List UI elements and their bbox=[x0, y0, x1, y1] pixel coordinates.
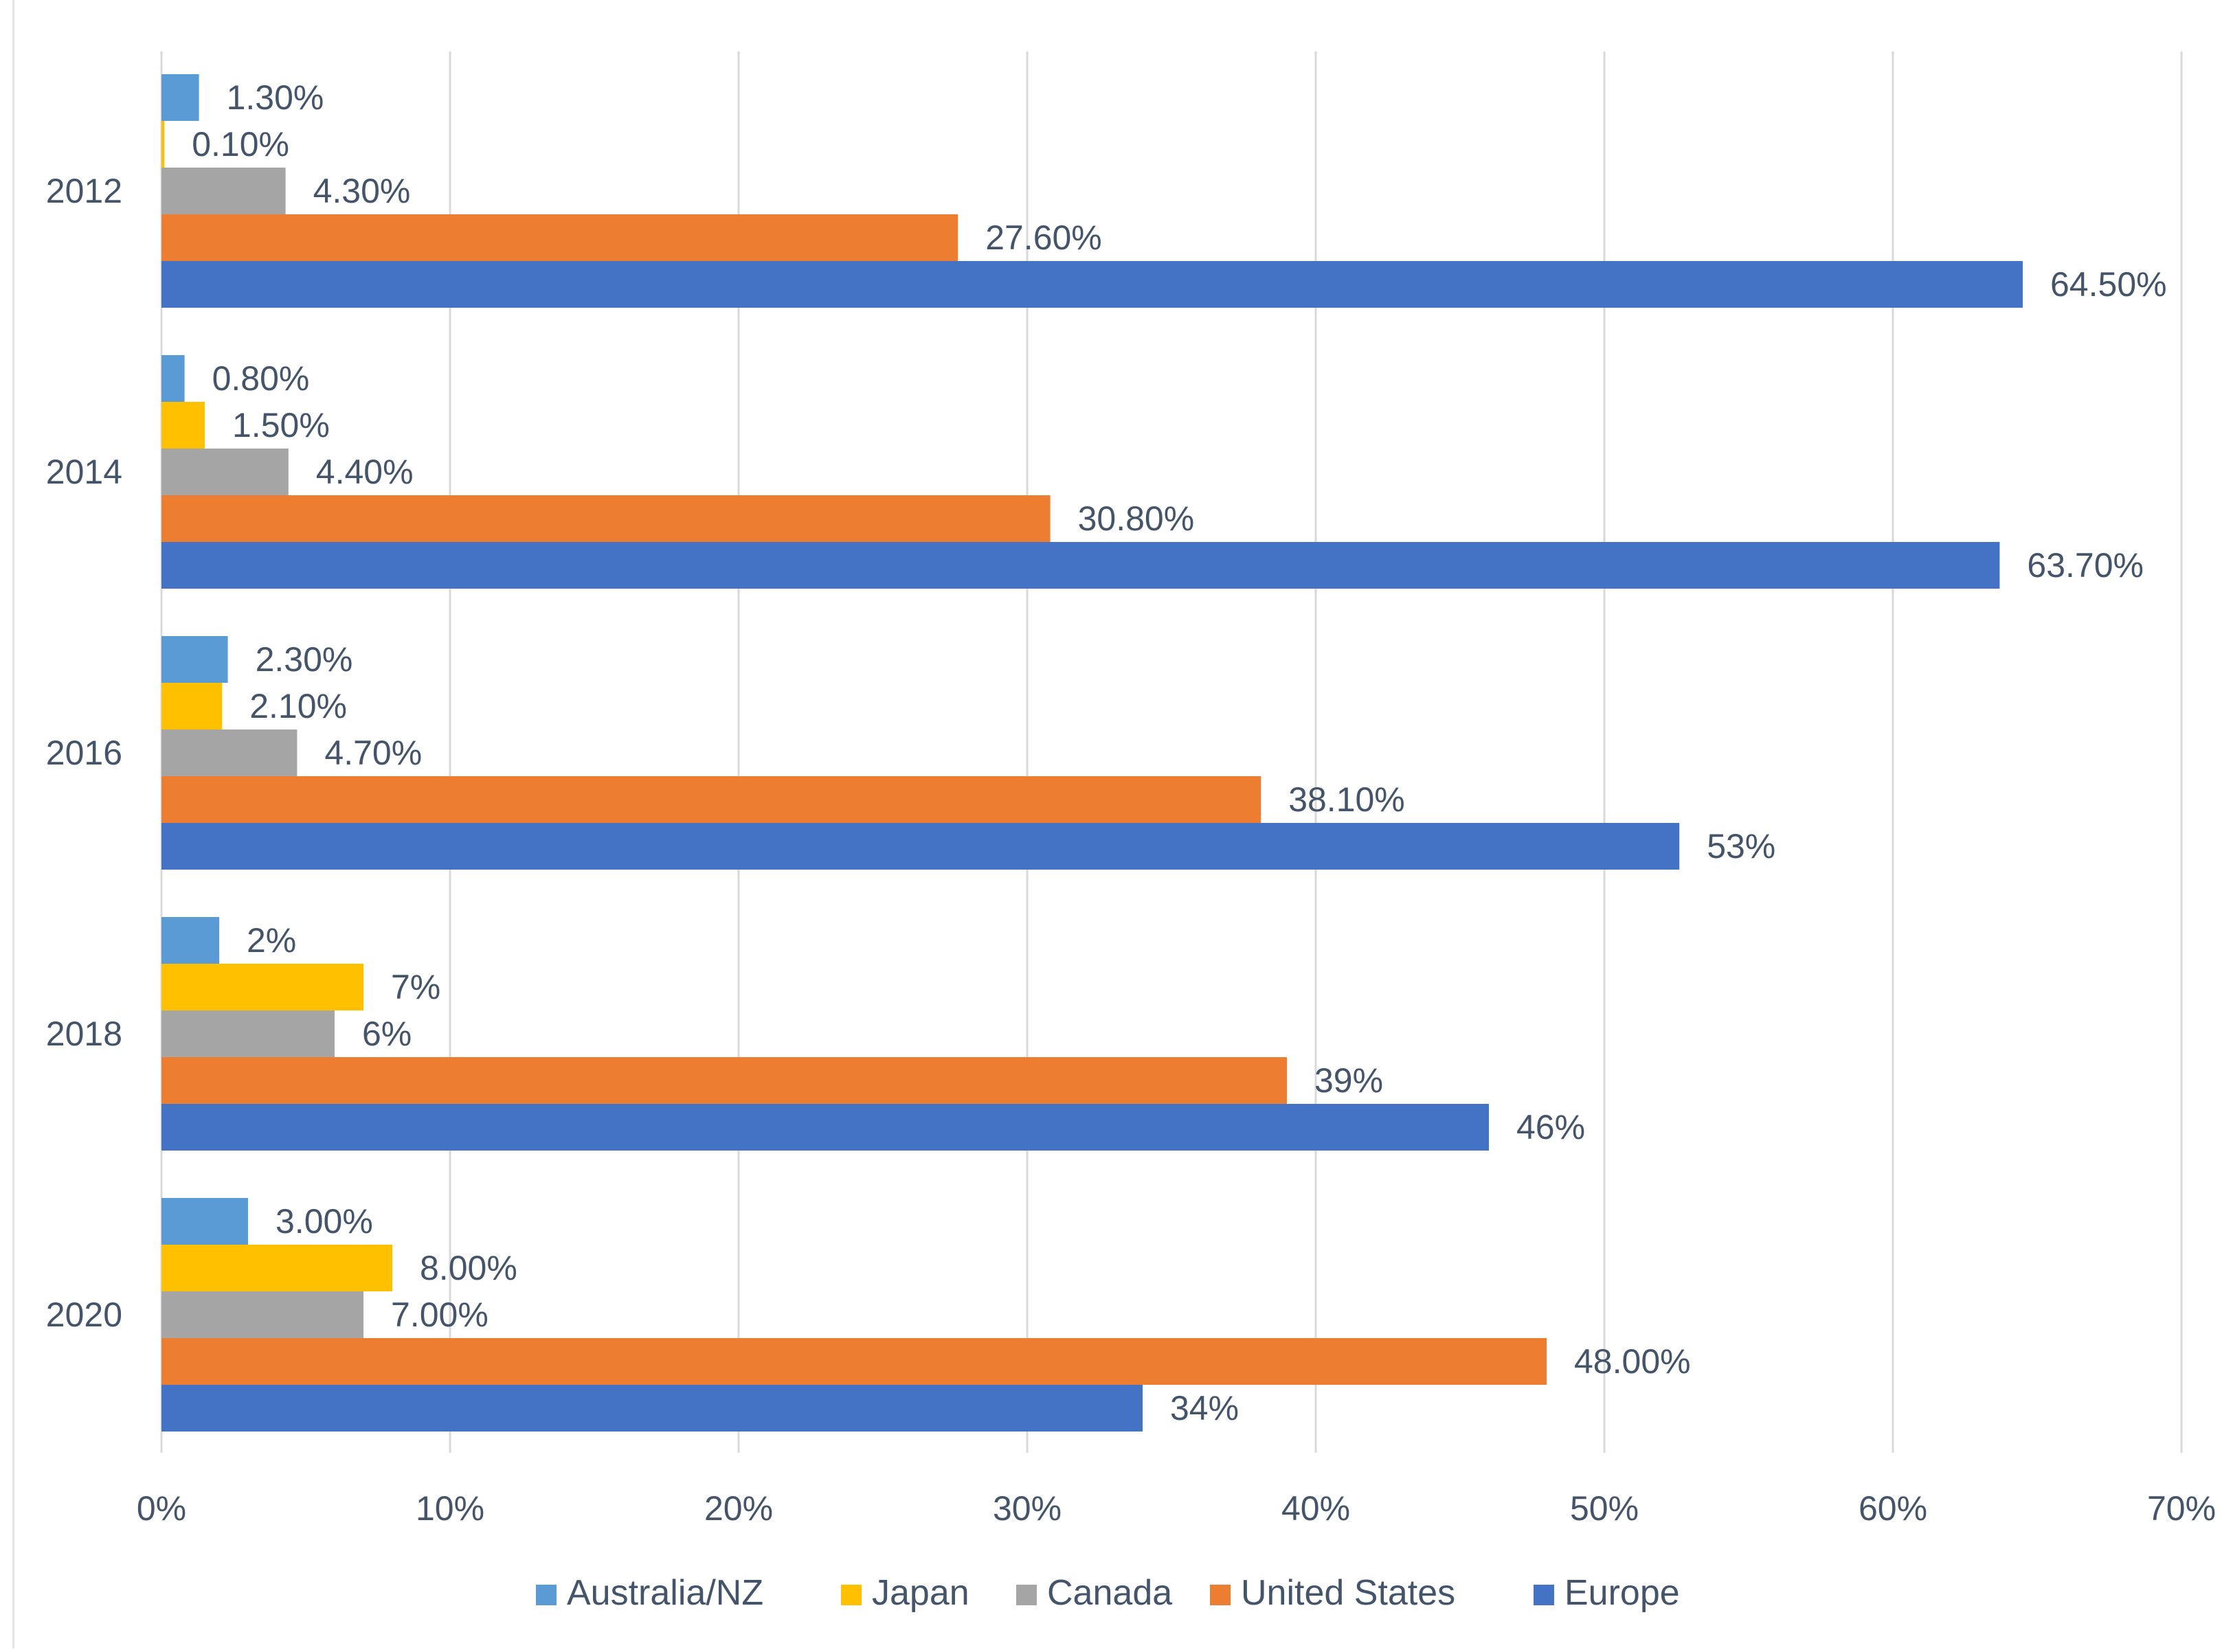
bar[interactable] bbox=[161, 1338, 1547, 1385]
data-label: 53% bbox=[1707, 827, 1775, 865]
legend-item[interactable]: United States bbox=[1210, 1573, 1455, 1613]
data-label: 30.80% bbox=[1078, 499, 1195, 538]
x-tick-label: 30% bbox=[993, 1489, 1062, 1528]
bar[interactable] bbox=[161, 121, 165, 168]
legend-label: Canada bbox=[1047, 1573, 1172, 1613]
data-labels: 1.30% 0.10% 4.30% 27.60% 64.50% 0.80% 1.50% 4.4… bbox=[192, 78, 2166, 1427]
data-label: 63.70% bbox=[2027, 546, 2144, 585]
data-label: 27.60% bbox=[985, 218, 1102, 257]
data-label: 0.10% bbox=[192, 125, 289, 163]
bar[interactable] bbox=[161, 495, 1051, 542]
x-tick-label: 0% bbox=[137, 1489, 186, 1528]
bar[interactable] bbox=[161, 449, 289, 495]
data-label: 8.00% bbox=[420, 1249, 517, 1287]
legend-label: Australia/NZ bbox=[567, 1573, 763, 1613]
x-tick-label: 20% bbox=[704, 1489, 773, 1528]
bar[interactable] bbox=[161, 1291, 363, 1338]
legend-item[interactable]: Canada bbox=[1016, 1573, 1172, 1613]
category-label: 2014 bbox=[46, 453, 122, 491]
data-label: 46% bbox=[1516, 1108, 1585, 1146]
legend-label: Europe bbox=[1564, 1573, 1680, 1613]
data-label: 6% bbox=[362, 1015, 412, 1053]
data-label: 2.30% bbox=[256, 640, 353, 679]
legend[interactable]: Australia/NZ Japan Canada United States Euro… bbox=[536, 1573, 1680, 1613]
legend-swatch bbox=[536, 1585, 557, 1605]
bar[interactable] bbox=[161, 261, 2023, 308]
bars bbox=[161, 74, 2023, 1432]
bar[interactable] bbox=[161, 729, 298, 776]
category-label: 2020 bbox=[46, 1295, 122, 1334]
bar[interactable] bbox=[161, 1245, 392, 1291]
category-axis: 2012 2014 2016 2018 2020 bbox=[46, 172, 122, 1334]
bar[interactable] bbox=[161, 402, 205, 449]
legend-label: Japan bbox=[872, 1573, 969, 1613]
bar[interactable] bbox=[161, 683, 223, 729]
data-label: 4.70% bbox=[324, 734, 422, 772]
data-label: 48.00% bbox=[1574, 1342, 1691, 1381]
bar[interactable] bbox=[161, 542, 2000, 589]
x-tick-label: 70% bbox=[2147, 1489, 2216, 1528]
data-label: 2.10% bbox=[249, 687, 347, 725]
bar[interactable] bbox=[161, 74, 199, 121]
bar[interactable] bbox=[161, 964, 363, 1010]
data-label: 4.40% bbox=[316, 453, 414, 491]
legend-swatch bbox=[1210, 1585, 1231, 1605]
x-tick-label: 40% bbox=[1281, 1489, 1350, 1528]
data-label: 3.00% bbox=[276, 1202, 373, 1241]
data-label: 64.50% bbox=[2050, 265, 2167, 304]
legend-swatch bbox=[1016, 1585, 1037, 1605]
x-tick-label: 10% bbox=[416, 1489, 484, 1528]
value-axis: 0% 10% 20% 30% 40% 50% 60% 70% bbox=[137, 1489, 2216, 1528]
legend-label: United States bbox=[1241, 1573, 1455, 1613]
bar[interactable] bbox=[161, 776, 1261, 823]
data-label: 4.30% bbox=[313, 172, 411, 210]
bar[interactable] bbox=[161, 1198, 248, 1245]
bar[interactable] bbox=[161, 1104, 1489, 1151]
category-label: 2012 bbox=[46, 172, 122, 210]
bar[interactable] bbox=[161, 1057, 1287, 1104]
data-label: 1.30% bbox=[227, 78, 324, 117]
frame-left-border bbox=[12, 0, 14, 1649]
x-tick-label: 60% bbox=[1859, 1489, 1927, 1528]
data-label: 39% bbox=[1314, 1061, 1383, 1100]
data-label: 7% bbox=[391, 968, 440, 1006]
legend-item[interactable]: Europe bbox=[1534, 1573, 1680, 1613]
legend-item[interactable]: Japan bbox=[841, 1573, 969, 1613]
category-label: 2016 bbox=[46, 734, 122, 772]
legend-swatch bbox=[841, 1585, 862, 1605]
bar[interactable] bbox=[161, 823, 1680, 870]
data-label: 34% bbox=[1170, 1389, 1239, 1427]
legend-swatch bbox=[1534, 1585, 1554, 1605]
data-label: 1.50% bbox=[232, 406, 330, 444]
bar[interactable] bbox=[161, 168, 286, 214]
bar[interactable] bbox=[161, 917, 219, 964]
data-label: 38.10% bbox=[1288, 780, 1405, 819]
data-label: 2% bbox=[247, 921, 296, 960]
bar[interactable] bbox=[161, 636, 228, 683]
bar[interactable] bbox=[161, 355, 185, 402]
bar[interactable] bbox=[161, 214, 958, 261]
x-tick-label: 50% bbox=[1570, 1489, 1639, 1528]
data-label: 7.00% bbox=[391, 1295, 489, 1334]
bar[interactable] bbox=[161, 1385, 1143, 1432]
legend-item[interactable]: Australia/NZ bbox=[536, 1573, 763, 1613]
data-label: 0.80% bbox=[212, 359, 310, 398]
category-label: 2018 bbox=[46, 1015, 122, 1053]
bar[interactable] bbox=[161, 1010, 335, 1057]
